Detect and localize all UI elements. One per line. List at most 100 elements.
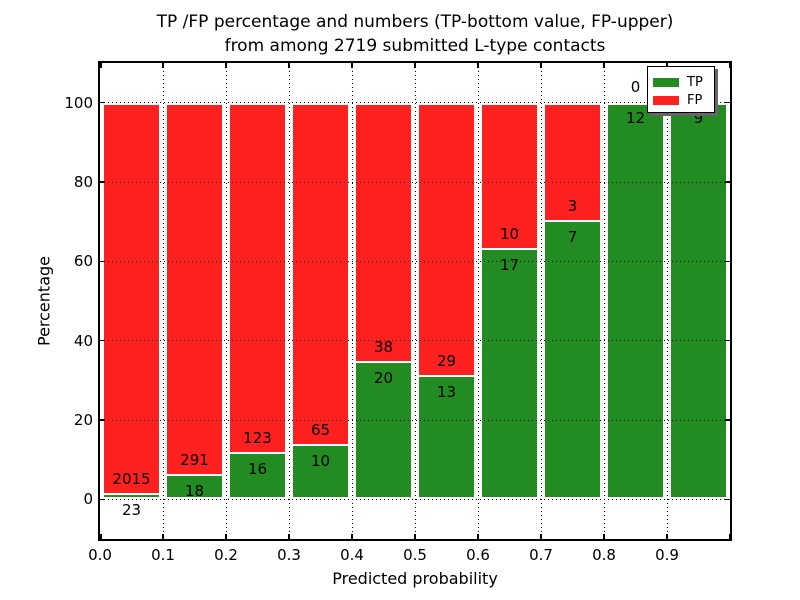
tp-count-label: 9 <box>693 108 704 127</box>
bar-segment-fp <box>354 102 413 363</box>
x-tick-mark <box>100 534 102 539</box>
tp-count-label: 12 <box>625 108 646 127</box>
fp-count-label: 65 <box>310 421 331 440</box>
y-tick-label: 40 <box>73 331 93 350</box>
bar-segment-tp <box>291 446 350 500</box>
y-tick-mark <box>725 260 730 263</box>
bar-segment-tp <box>417 376 476 500</box>
legend-row-fp: FP <box>653 91 714 109</box>
x-tick-mark <box>162 63 164 68</box>
x-tick-label: 0.4 <box>340 546 364 564</box>
plot-area: 201523291181231665103820291310173701209 <box>100 63 730 539</box>
vertical-gridline <box>288 63 290 539</box>
y-axis-label: Percentage <box>34 255 54 347</box>
x-tick-mark <box>728 63 730 68</box>
x-tick-mark <box>540 63 542 68</box>
y-tick-mark <box>100 498 105 501</box>
fp-count-label: 2015 <box>112 469 151 488</box>
y-tick-label: 100 <box>64 93 93 112</box>
bar-segment-tp <box>165 476 224 500</box>
fp-count-label: 3 <box>567 196 578 215</box>
y-tick-label: 20 <box>73 411 93 429</box>
tp-count-label: 20 <box>373 368 394 387</box>
x-tick-mark <box>666 63 668 68</box>
y-tick-mark <box>725 419 730 421</box>
bar-segment-tp <box>228 453 287 500</box>
tp-count-label: 17 <box>499 255 520 274</box>
y-tick-mark <box>100 101 105 104</box>
x-tick-label: 0.2 <box>214 546 238 564</box>
legend-label-tp: TP <box>687 74 703 90</box>
x-tick-mark <box>225 534 227 539</box>
bar-segment-fp <box>480 102 539 250</box>
x-tick-mark <box>603 534 605 539</box>
legend: TP FP <box>647 66 715 113</box>
x-tick-label: 0.6 <box>466 546 490 564</box>
tp-count-label: 18 <box>184 482 205 501</box>
chart-title-line2: from among 2719 submitted L-type contact… <box>224 36 606 56</box>
bar-segment-fp <box>291 102 350 447</box>
legend-swatch-fp-icon <box>653 95 679 105</box>
y-tick-mark <box>100 419 105 421</box>
fp-count-label: 0 <box>630 77 641 96</box>
y-tick-mark <box>725 498 730 501</box>
y-tick-mark <box>725 101 730 104</box>
x-tick-label: 0.7 <box>529 546 553 564</box>
x-tick-mark <box>414 63 416 68</box>
x-tick-mark <box>288 63 290 68</box>
y-tick-label: 0 <box>83 490 93 509</box>
x-tick-label: 0.0 <box>88 546 112 564</box>
y-tick-mark <box>725 181 730 183</box>
legend-label-fp: FP <box>687 92 703 108</box>
vertical-gridline <box>603 63 605 539</box>
x-tick-mark <box>477 534 479 539</box>
x-tick-label: 0.3 <box>277 546 301 564</box>
tp-count-label: 10 <box>310 452 331 471</box>
x-tick-mark <box>540 534 542 539</box>
tp-count-label: 16 <box>247 459 268 478</box>
vertical-gridline <box>225 63 227 539</box>
vertical-gridline <box>540 63 542 539</box>
y-tick-label: 60 <box>73 252 93 271</box>
tp-count-label: 7 <box>567 227 578 246</box>
x-tick-mark <box>351 534 353 539</box>
x-tick-mark <box>603 63 605 68</box>
bar-segment-tp <box>669 102 728 500</box>
bar-segment-tp <box>480 249 539 500</box>
bar-segment-tp <box>543 221 602 500</box>
vertical-gridline <box>414 63 416 539</box>
bar-segment-tp <box>354 362 413 500</box>
x-tick-label: 0.8 <box>592 546 616 564</box>
y-tick-mark <box>100 260 105 263</box>
legend-swatch-tp-icon <box>653 77 679 87</box>
bar-segment-fp <box>417 102 476 377</box>
fp-count-label: 38 <box>373 337 394 356</box>
fp-count-label: 29 <box>436 351 457 370</box>
bar-segment-fp <box>543 102 602 222</box>
tp-count-label: 13 <box>436 382 457 401</box>
x-tick-label: 0.9 <box>655 546 679 564</box>
y-tick-mark <box>100 181 105 183</box>
bar-segment-fp <box>102 102 161 495</box>
x-tick-mark <box>414 534 416 539</box>
fp-count-label: 123 <box>243 428 272 447</box>
fp-count-label: 291 <box>180 451 209 470</box>
x-tick-mark <box>100 63 102 68</box>
vertical-gridline <box>351 63 353 539</box>
legend-row-tp: TP <box>653 73 714 91</box>
vertical-gridline <box>666 63 668 539</box>
bar-segment-tp <box>102 494 161 500</box>
bar-segment-tp <box>606 102 665 500</box>
bar-segment-fp <box>165 102 224 477</box>
x-tick-label: 0.5 <box>403 546 427 564</box>
bar-segment-fp <box>228 102 287 454</box>
y-tick-mark <box>100 339 105 342</box>
y-tick-label: 80 <box>73 173 93 191</box>
vertical-gridline <box>477 63 479 539</box>
x-axis-label: Predicted probability <box>332 569 498 588</box>
fp-count-label: 10 <box>499 224 520 243</box>
vertical-gridline <box>162 63 164 539</box>
chart-title-line1: TP /FP percentage and numbers (TP-bottom… <box>156 12 674 32</box>
tp-count-label: 23 <box>121 500 142 519</box>
